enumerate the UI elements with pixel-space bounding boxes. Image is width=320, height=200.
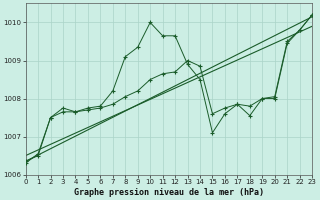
X-axis label: Graphe pression niveau de la mer (hPa): Graphe pression niveau de la mer (hPa) [74, 188, 264, 197]
